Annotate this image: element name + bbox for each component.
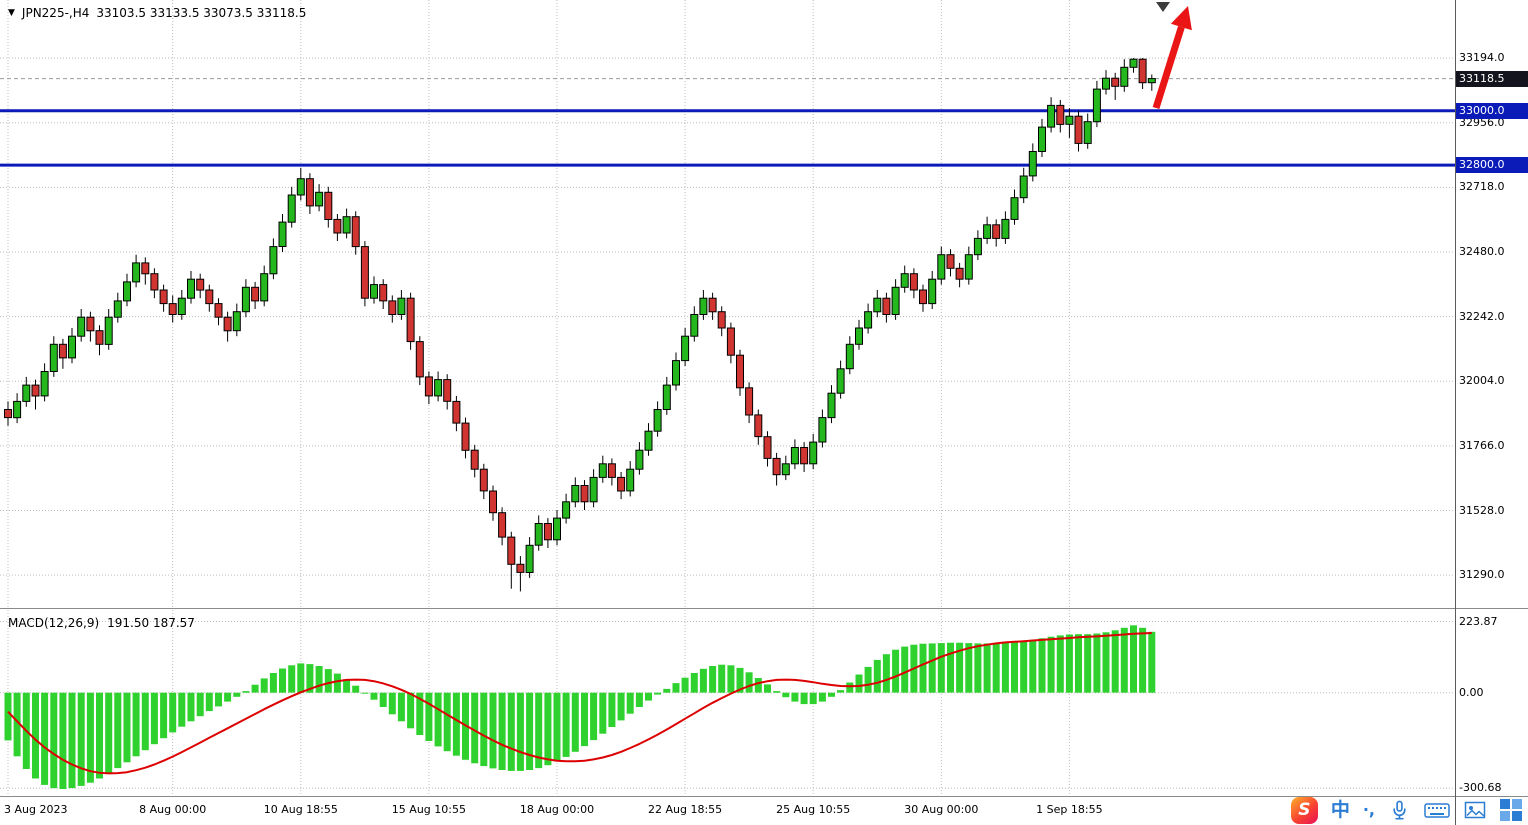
time-axis-label: 10 Aug 18:55	[263, 803, 338, 816]
macd-pane-canvas[interactable]	[0, 610, 1455, 796]
ime-punctuation-icon[interactable]: ·,	[1362, 800, 1375, 819]
price-axis-separator[interactable]	[1455, 0, 1456, 825]
time-axis-label: 30 Aug 00:00	[904, 803, 979, 816]
price-axis-label: 31290.0	[1459, 568, 1505, 582]
ohlc-values: 33103.5 33133.5 33073.5 33118.5	[96, 6, 307, 20]
s-logo-icon[interactable]: S	[1290, 796, 1318, 824]
chart-top-marker	[1156, 2, 1170, 12]
macd-indicator-header: MACD(12,26,9) 191.50 187.57	[8, 616, 195, 630]
time-axis-label: 3 Aug 2023	[4, 803, 68, 816]
price-axis-label: 32480.0	[1459, 245, 1505, 258]
photos-icon[interactable]	[1463, 798, 1487, 822]
time-axis-separator[interactable]	[0, 796, 1528, 797]
macd-name-label: MACD(12,26,9)	[8, 616, 100, 630]
time-axis-label: 1 Sep 18:55	[1036, 803, 1103, 816]
symbol-dropdown-icon[interactable]: ▼	[8, 8, 15, 18]
symbol-label: JPN225-,H4	[21, 6, 90, 20]
taskbar-icons: S 中 ·,	[1290, 795, 1522, 825]
time-axis-label: 22 Aug 18:55	[648, 803, 723, 816]
price-axis-label: 32242.0	[1459, 309, 1505, 323]
macd-signal-line	[7, 632, 1152, 775]
price-axis-label: 33194.0	[1459, 51, 1505, 65]
level-price-tag: 33000.0	[1456, 102, 1528, 119]
touch-keyboard-icon[interactable]	[1424, 800, 1450, 821]
price-axis-label: 31766.0	[1459, 438, 1505, 452]
main-chart-canvas[interactable]	[0, 0, 1455, 608]
chart-ohlc-header: ▼ JPN225-,H4 33103.5 33133.5 33073.5 331…	[8, 6, 306, 20]
macd-histogram	[4, 625, 1156, 789]
time-axis-label: 18 Aug 00:00	[519, 803, 595, 816]
time-axis-label: 25 Aug 10:55	[776, 803, 851, 816]
time-axis-label: 15 Aug 10:55	[391, 803, 466, 816]
macd-axis-label: -300.68	[1459, 781, 1502, 795]
trend-arrow-annotation[interactable]	[1152, 6, 1192, 110]
level-price-tag: 32800.0	[1456, 157, 1528, 174]
pane-separator[interactable]	[0, 608, 1528, 609]
macd-axis-label: 0.00	[1459, 685, 1484, 699]
support-resistance-lines[interactable]	[0, 109, 1455, 167]
time-axis-label: 8 Aug 00:00	[139, 803, 207, 816]
price-axis-label: 32956.0	[1459, 115, 1505, 129]
price-axis-label: 31528.0	[1459, 503, 1505, 517]
candles	[4, 58, 1156, 592]
price-axis-label: 32004.0	[1459, 374, 1505, 388]
macd-axis-label: 223.87	[1459, 614, 1498, 628]
windows-grid-icon[interactable]	[1500, 799, 1522, 821]
ime-chinese-icon[interactable]: 中	[1330, 799, 1350, 821]
macd-values-label: 191.50 187.57	[107, 616, 195, 630]
current-price-tag: 33118.5	[1456, 70, 1528, 87]
microphone-icon[interactable]	[1388, 799, 1411, 822]
price-axis-label: 32718.0	[1459, 180, 1505, 194]
